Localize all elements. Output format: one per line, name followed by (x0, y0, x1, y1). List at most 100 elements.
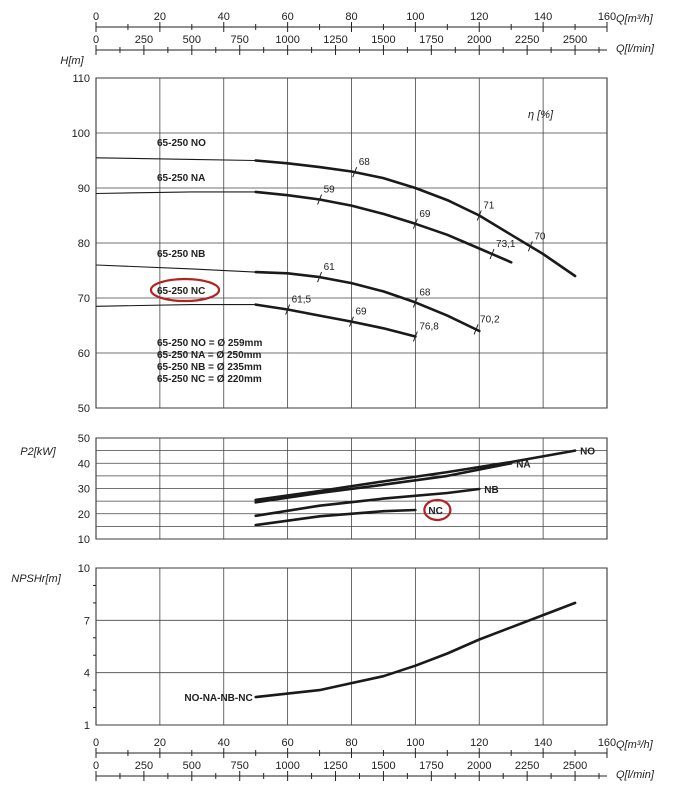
efficiency-tick (412, 297, 418, 308)
efficiency-tick (349, 316, 354, 327)
npsh-y-tick-label: 1 (84, 720, 90, 732)
efficiency-label: 68 (359, 157, 371, 168)
npsh-y-tick-label: 7 (84, 615, 90, 627)
head-curve-low-flow (95, 157, 256, 162)
power-y-tick-label: 30 (78, 484, 90, 496)
q-lmin-tick-label: 1000 (275, 760, 299, 772)
curves-layer (95, 157, 577, 699)
q-lmin-tick-label: 1500 (371, 34, 395, 46)
q-m3h-axis-title: Q[m³/h] (616, 13, 654, 25)
power-curve (254, 449, 577, 502)
head-y-tick-label: 50 (78, 403, 90, 415)
npsh-curve (254, 601, 577, 699)
head-y-tick-label: 110 (72, 73, 90, 85)
head-curve-label: 65-250 NA (157, 173, 205, 184)
power-curve-label: NA (516, 459, 530, 470)
highlight-ellipse (149, 277, 221, 303)
head-curve-low-flow (95, 191, 256, 195)
efficiency-label: 70 (534, 231, 546, 242)
q-m3h-tick-label: 80 (345, 737, 357, 749)
q-lmin-tick-label: 750 (231, 34, 249, 46)
q-m3h-tick-label: 60 (282, 737, 294, 749)
diameter-legend-line: 65-250 NO = Ø 259mm (157, 338, 262, 349)
q-m3h-tick-label: 100 (406, 11, 424, 23)
efficiency-tick (317, 271, 323, 283)
head-y-tick-label: 70 (78, 293, 90, 305)
efficiency-tick (527, 241, 533, 252)
q-lmin-tick-label: 250 (135, 34, 153, 46)
q-lmin-tick-label: 250 (135, 760, 153, 772)
q-lmin-tick-label: 1750 (419, 760, 443, 772)
q-m3h-tick-label: 140 (534, 11, 552, 23)
efficiency-tick (412, 331, 418, 342)
head-curve-low-flow (95, 304, 256, 307)
grid-layer (93, 22, 608, 781)
q-m3h-tick-label: 20 (154, 737, 166, 749)
power-curve-label: NO (580, 447, 595, 458)
head-y-tick-label: 60 (78, 348, 90, 360)
head-y-tick-label: 80 (78, 238, 90, 250)
efficiency-tick (412, 218, 418, 229)
q-lmin-tick-label: 0 (93, 760, 99, 772)
head-curve-low-flow (95, 264, 256, 273)
power-y-axis-title: P2[kW] (20, 446, 56, 458)
q-m3h-tick-label: 40 (218, 11, 230, 23)
power-y-tick-label: 40 (78, 458, 90, 470)
diameter-legend-line: 65-250 NA = Ø 250mm (157, 350, 262, 361)
q-m3h-tick-label: 160 (598, 737, 616, 749)
q-lmin-tick-label: 2000 (467, 34, 491, 46)
q-m3h-tick-label: 20 (154, 11, 166, 23)
efficiency-tick (473, 324, 479, 335)
q-lmin-tick-label: 1250 (323, 760, 347, 772)
q-lmin-tick-label: 500 (183, 760, 201, 772)
head-curve (254, 303, 417, 338)
q-lmin-tick-label: 2250 (515, 760, 539, 772)
efficiency-tick (476, 210, 482, 221)
efficiency-tick (317, 194, 323, 205)
efficiency-tick (489, 248, 495, 260)
q-lmin-tick-label: 0 (93, 34, 99, 46)
q-lmin-tick-label: 500 (183, 34, 201, 46)
head-curve (254, 159, 577, 278)
head-curve (254, 270, 481, 333)
q-lmin-tick-label: 1500 (371, 760, 395, 772)
head-curve (254, 190, 513, 264)
q-m3h-tick-label: 160 (598, 11, 616, 23)
efficiency-tick (285, 304, 291, 315)
q-m3h-tick-label: 0 (93, 11, 99, 23)
highlight-ellipse (423, 498, 452, 522)
efficiency-label: 70,2 (480, 314, 500, 325)
power-y-tick-label: 10 (78, 534, 90, 546)
head-y-tick-label: 90 (78, 183, 90, 195)
efficiency-label: 76,8 (419, 322, 439, 333)
diameter-legend-line: 65-250 NB = Ø 235mm (157, 362, 262, 373)
diameter-legend-line: 65-250 NC = Ø 220mm (157, 374, 262, 385)
q-lmin-tick-label: 750 (231, 760, 249, 772)
head-curve-label: 65-250 NO (157, 138, 206, 149)
q-m3h-tick-label: 100 (406, 737, 424, 749)
power-curve-label: NC (428, 506, 442, 517)
q-m3h-tick-label: 40 (218, 737, 230, 749)
power-curve (254, 462, 513, 504)
efficiency-tick (352, 166, 358, 178)
q-lmin-tick-label: 1250 (323, 34, 347, 46)
npsh-y-tick-label: 4 (84, 668, 90, 680)
efficiency-label: 69 (356, 307, 368, 318)
q-m3h-tick-label: 120 (470, 737, 488, 749)
q-lmin-axis-title: Q[l/min] (616, 43, 655, 55)
q-m3h-tick-label: 80 (345, 11, 357, 23)
efficiency-label: 73,1 (496, 239, 516, 250)
q-m3h-tick-label: 140 (534, 737, 552, 749)
q-m3h-axis-title: Q[m³/h] (616, 739, 654, 751)
npsh-curve-label: NO-NA-NB-NC (184, 693, 252, 704)
q-m3h-tick-label: 60 (282, 11, 294, 23)
q-lmin-tick-label: 2500 (563, 760, 587, 772)
efficiency-label: 59 (324, 185, 336, 196)
q-lmin-tick-label: 2500 (563, 34, 587, 46)
head-y-axis-title: H[m] (60, 55, 84, 67)
head-curve-label: 65-250 NC (157, 286, 205, 297)
efficiency-label: 68 (419, 287, 431, 298)
q-m3h-tick-label: 120 (470, 11, 488, 23)
